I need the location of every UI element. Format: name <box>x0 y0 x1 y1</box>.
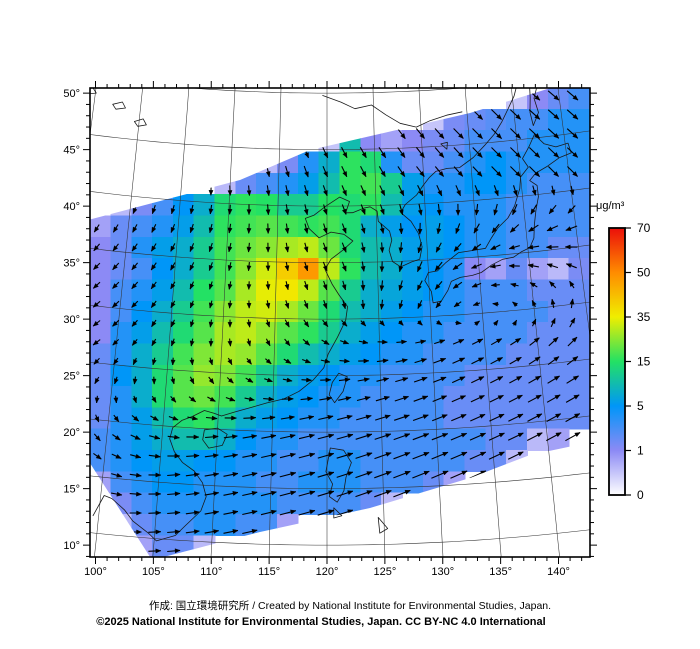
coastline-lake-uvs <box>90 88 97 95</box>
colorbar-tick-label: 15 <box>637 355 651 369</box>
coastline-lake-mongolia <box>134 118 147 127</box>
coastline-asia-mainland-korea-russia <box>92 88 517 542</box>
lon-tick-label: 110° <box>200 566 222 578</box>
coastline-sakhalin <box>529 88 539 126</box>
lat-tick-label: 30° <box>63 314 80 326</box>
copyright-line: ©2025 National Institute for Environment… <box>96 616 546 628</box>
lon-tick-label: 125° <box>373 566 396 578</box>
lon-tick-label: 115° <box>258 566 280 578</box>
lat-tick-label: 45° <box>63 145 80 157</box>
parallel-line <box>90 130 590 150</box>
coastline-taiwan <box>328 372 348 404</box>
lat-tick-label: 50° <box>63 88 80 100</box>
parallel-line <box>90 244 590 263</box>
colorbar-tick-label: 1 <box>637 444 644 458</box>
coastline-samar <box>377 517 389 534</box>
map-frame <box>89 87 591 558</box>
colorbar-gradient <box>608 227 626 496</box>
plot-area <box>90 88 590 557</box>
parallel-line <box>90 529 590 546</box>
graticule <box>90 88 590 557</box>
colorbar-tick-label: 70 <box>637 221 651 235</box>
lon-tick-label: 105° <box>142 566 165 578</box>
coastline-amur-river <box>322 95 463 128</box>
colorbar-tick-label: 5 <box>637 399 644 413</box>
lat-tick-label: 40° <box>63 201 80 213</box>
colorbar-tick-label: 0 <box>637 488 644 502</box>
colorbar-unit-label: μg/m³ <box>596 200 625 212</box>
credit-line: 作成: 国立環境研究所 / Created by National Instit… <box>148 600 552 612</box>
lon-tick-label: 135° <box>489 566 512 578</box>
axis-ticks <box>83 81 597 564</box>
parallel-line <box>90 187 590 207</box>
lat-tick-label: 35° <box>63 258 80 270</box>
lat-tick-label: 20° <box>63 427 80 439</box>
meridian-line <box>90 88 97 137</box>
lon-tick-label: 120° <box>316 566 339 578</box>
wind-arrows <box>92 90 581 554</box>
axis-labels: 100° 105° 110° 115° 120° 125° 130° 135° 140° 10° 1… <box>63 88 570 578</box>
lon-tick-label: 100° <box>84 566 107 578</box>
lon-tick-label: 130° <box>431 566 454 578</box>
parallel-line <box>90 358 590 376</box>
lon-tick-label: 140° <box>547 566 570 578</box>
coastline-hainan <box>202 427 228 449</box>
lat-tick-label: 10° <box>63 540 80 552</box>
coastline-lake-khanka <box>440 141 448 150</box>
lat-tick-label: 25° <box>63 371 80 383</box>
coastline-lake-khyargas <box>112 101 126 110</box>
coastlines <box>90 88 572 542</box>
lat-tick-label: 15° <box>63 484 80 496</box>
parallel-line <box>90 415 590 433</box>
coastline-japan <box>424 134 572 304</box>
colorbar-tick-label: 50 <box>637 266 651 280</box>
coastline-mindoro <box>333 507 343 519</box>
colorbar-tick-label: 35 <box>637 310 651 324</box>
parallel-line <box>90 301 590 320</box>
parallel-line <box>90 472 590 489</box>
coastline-luzon <box>325 447 352 503</box>
parallel-line <box>187 88 467 94</box>
